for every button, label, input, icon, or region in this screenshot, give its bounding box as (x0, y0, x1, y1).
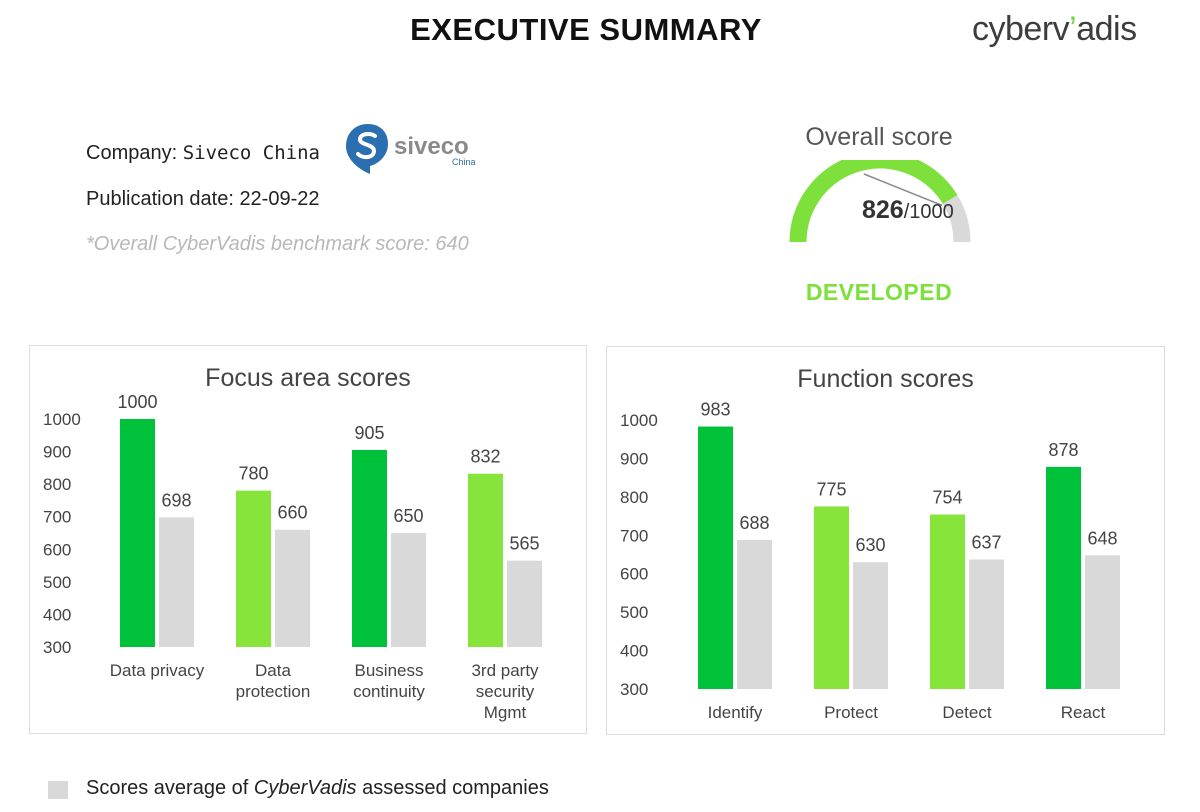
function-panel: Function scores 300 400 500 600 700 800 900 100… (606, 346, 1165, 735)
function-data-label: 688 (739, 513, 769, 533)
function-x-tick: Detect (942, 703, 991, 722)
function-y-tick: 300 (620, 680, 648, 699)
focus-data-label: 1000 (117, 392, 157, 412)
function-bar (853, 562, 888, 689)
focus-bar (120, 419, 155, 647)
legend-prefix: Scores average of (86, 777, 254, 799)
function-data-label: 630 (855, 535, 885, 555)
focus-bar (507, 560, 542, 647)
focus-x-tick: Business (355, 661, 424, 680)
focus-data-label: 565 (509, 534, 539, 554)
company-name: Siveco China (182, 142, 320, 164)
focus-area-panel: Focus area scores 300 400 500 600 700 800 900 1… (29, 345, 587, 734)
focus-bar (236, 490, 271, 647)
focus-x-tick: Mgmt (484, 703, 527, 722)
company-label: Company: (86, 142, 183, 164)
focus-y-tick: 400 (43, 605, 71, 624)
siveco-logo-s (356, 132, 377, 160)
legend-text: Scores average of CyberVadis assessed co… (86, 777, 549, 800)
focus-y-tick: 800 (43, 475, 71, 494)
focus-x-tick: protection (236, 682, 311, 701)
function-data-label: 637 (971, 532, 1001, 552)
function-y-tick: 700 (620, 526, 648, 545)
function-y-tick: 800 (620, 488, 648, 507)
function-data-label: 878 (1048, 440, 1078, 460)
function-y-tick: 1000 (620, 411, 658, 430)
function-bar (969, 559, 1004, 689)
focus-y-tick: 500 (43, 573, 71, 592)
legend-swatch (48, 781, 68, 799)
function-data-label: 983 (700, 400, 730, 420)
function-bar (698, 426, 733, 689)
focus-x-tick: continuity (353, 682, 425, 701)
focus-y-tick: 300 (43, 638, 71, 657)
focus-bar (391, 533, 426, 647)
focus-bar (275, 529, 310, 647)
focus-data-label: 780 (238, 464, 268, 484)
benchmark-score: *Overall CyberVadis benchmark score: 640 (86, 233, 469, 255)
overall-score-value: 826/1000 (862, 196, 954, 225)
function-data-label: 648 (1087, 528, 1117, 548)
focus-data-label: 698 (161, 490, 191, 510)
focus-area-chart-title: Focus area scores (205, 364, 411, 392)
function-x-tick: Protect (824, 703, 878, 722)
function-y-tick: 500 (620, 603, 648, 622)
siveco-logo-text: siveco (394, 133, 469, 160)
function-bar (930, 514, 965, 689)
focus-data-label: 650 (393, 506, 423, 526)
function-data-label: 775 (816, 479, 846, 499)
function-x-tick: Identify (708, 703, 763, 722)
siveco-logo-sub: China (452, 157, 476, 167)
focus-data-label: 660 (277, 503, 307, 523)
focus-y-tick: 900 (43, 443, 71, 462)
siveco-logo: siveco China (346, 124, 476, 174)
focus-x-tick: Data privacy (110, 661, 205, 680)
focus-data-label: 905 (354, 423, 384, 443)
focus-bar (352, 449, 387, 647)
function-chart-title: Function scores (797, 365, 974, 393)
brand-accent: ’ (1069, 10, 1077, 48)
gauge-fill (789, 160, 958, 243)
focus-x-tick: security (476, 682, 535, 701)
function-chart: 300 400 500 600 700 800 900 1000 983 688 Identify 7… (620, 400, 1120, 722)
function-bar (1085, 555, 1120, 689)
function-y-tick: 400 (620, 642, 648, 661)
maturity-rating: DEVELOPED (805, 279, 953, 305)
legend-suffix: assessed companies (356, 777, 549, 799)
overall-score-label: Overall score (805, 123, 953, 151)
focus-y-tick: 600 (43, 540, 71, 559)
focus-bar (468, 473, 503, 647)
siveco-logo-pin (346, 124, 388, 174)
page-title: EXECUTIVE SUMMARY (410, 12, 762, 47)
focus-x-tick: 3rd party (471, 661, 539, 680)
focus-x-tick: Data (255, 661, 291, 680)
overall-score-gauge (789, 160, 971, 243)
company-line: Company: Siveco China (86, 142, 320, 165)
function-bar (1046, 466, 1081, 689)
gauge-needle (863, 173, 943, 207)
focus-data-label: 832 (470, 447, 500, 467)
brand-main: cyberv (972, 10, 1070, 48)
function-data-label: 754 (932, 488, 962, 508)
function-bar (737, 539, 772, 689)
score-number: 826 (862, 196, 904, 224)
cybervadis-logo: cyberv’adis (972, 10, 1137, 49)
function-y-tick: 600 (620, 565, 648, 584)
focus-y-tick: 1000 (43, 410, 81, 429)
function-y-tick: 900 (620, 449, 648, 468)
score-max: /1000 (903, 201, 954, 223)
legend-italic: CyberVadis (253, 777, 357, 799)
brand-tail: adis (1076, 10, 1137, 48)
focus-bar (159, 517, 194, 647)
function-x-tick: React (1061, 703, 1106, 722)
publication-date: Publication date: 22-09-22 (86, 188, 320, 210)
focus-area-chart: 300 400 500 600 700 800 900 1000 1000 698 Data pri… (43, 392, 542, 722)
function-bar (814, 506, 849, 689)
focus-y-tick: 700 (43, 508, 71, 527)
